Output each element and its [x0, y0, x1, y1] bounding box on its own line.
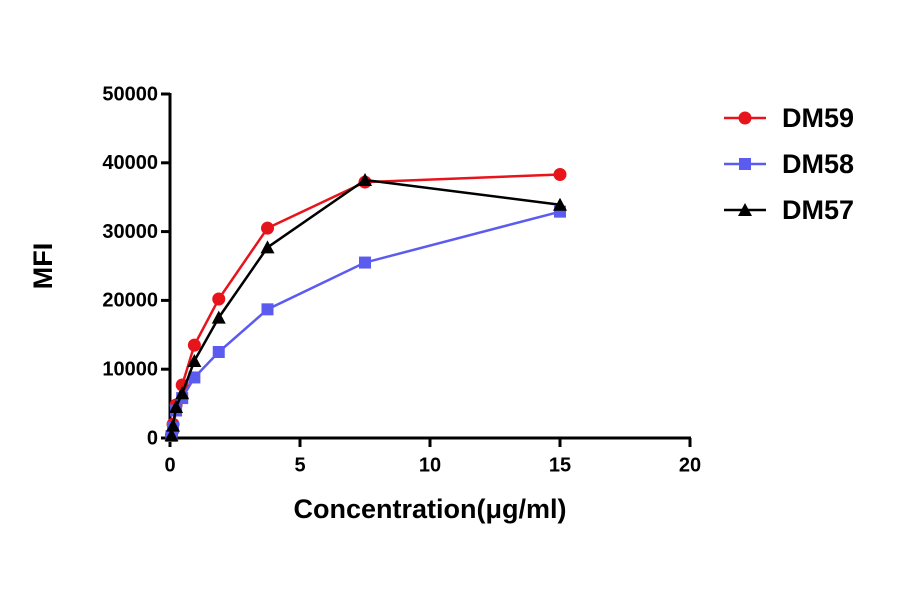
legend-label: DM58	[782, 149, 854, 179]
marker	[738, 111, 752, 125]
marker	[187, 338, 201, 352]
y-axis-title: MFI	[28, 243, 58, 290]
marker	[169, 400, 184, 414]
series-line	[170, 173, 561, 435]
marker	[188, 371, 201, 384]
legend-label: DM59	[782, 103, 854, 133]
marker	[212, 292, 226, 306]
marker	[166, 418, 181, 432]
marker	[261, 221, 274, 235]
y-tick-label: 40000	[102, 152, 158, 174]
y-tick-label: 30000	[102, 221, 158, 243]
y-tick-label: 10000	[102, 358, 158, 380]
marker	[738, 203, 752, 216]
marker	[261, 303, 274, 316]
x-tick-label: 5	[294, 454, 305, 476]
marker	[164, 428, 179, 442]
x-tick-label: 0	[164, 454, 175, 476]
marker	[187, 353, 202, 367]
x-tick-label: 20	[679, 454, 701, 476]
y-tick-label: 0	[147, 427, 158, 449]
x-axis-title: Concentration(μg/ml)	[293, 494, 566, 524]
marker	[739, 158, 751, 170]
marker	[358, 173, 372, 186]
marker	[212, 346, 225, 358]
y-tick-label: 20000	[102, 290, 158, 312]
marker	[359, 256, 371, 269]
marker	[553, 197, 567, 211]
x-tick-label: 10	[419, 454, 441, 476]
y-tick-label: 50000	[102, 83, 158, 105]
marker	[260, 240, 275, 254]
marker	[175, 386, 190, 400]
series-line	[170, 178, 561, 436]
series-line	[170, 210, 561, 437]
marker	[553, 167, 567, 181]
x-tick-label: 15	[549, 454, 571, 476]
marker	[211, 310, 226, 324]
legend-label: DM57	[782, 195, 854, 225]
